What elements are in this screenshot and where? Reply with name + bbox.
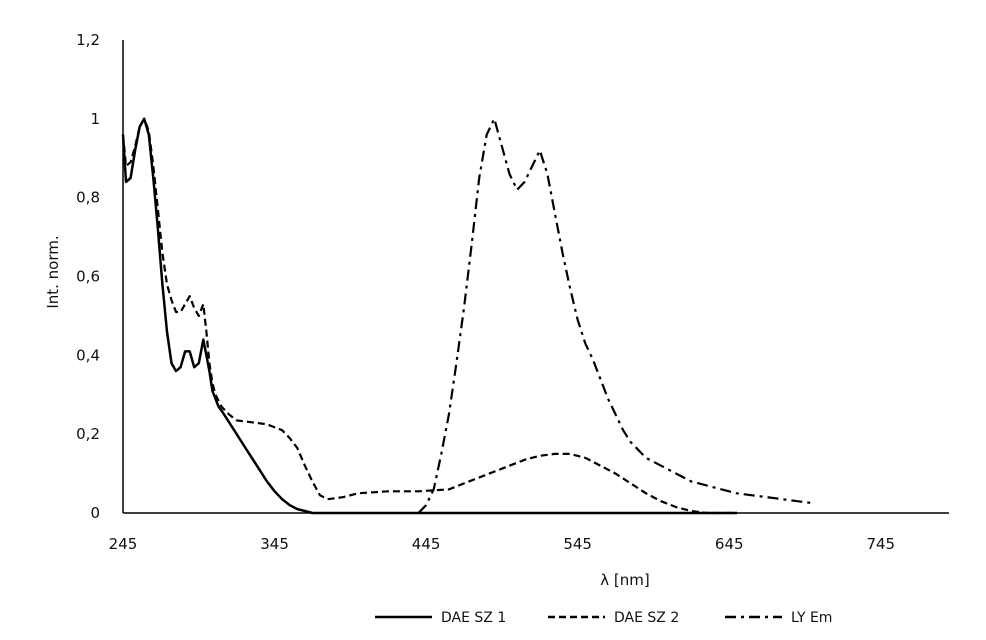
x-axis-title: λ [nm]	[600, 571, 649, 589]
series-line-ly-em	[417, 117, 813, 514]
x-tick-label: 545	[563, 535, 592, 553]
y-tick-label: 1,2	[76, 31, 100, 49]
legend-item-dae-sz-1: DAE SZ 1	[375, 610, 506, 626]
y-axis-title: Int. norm.	[44, 235, 62, 308]
x-tick-label: 245	[109, 535, 138, 553]
series-lines	[121, 117, 813, 515]
y-tick-label: 0,6	[76, 268, 100, 286]
legend-label-dae-sz-1: DAE SZ 1	[441, 610, 506, 626]
series-line-dae-sz-2	[121, 117, 737, 515]
legend: DAE SZ 1 DAE SZ 2 LY Em	[375, 610, 832, 626]
legend-label-ly-em: LY Em	[791, 610, 832, 626]
x-tick-label: 345	[260, 535, 289, 553]
legend-item-dae-sz-2: DAE SZ 2	[548, 610, 679, 626]
x-tick-label: 745	[866, 535, 895, 553]
x-tick-label: 445	[412, 535, 441, 553]
y-tick-labels: 0 0,2 0,4 0,6 0,8 1 1,2	[76, 31, 100, 522]
legend-label-dae-sz-2: DAE SZ 2	[614, 610, 679, 626]
y-tick-label: 1	[90, 110, 100, 128]
y-tick-label: 0,8	[76, 189, 100, 207]
legend-item-ly-em: LY Em	[725, 610, 832, 626]
axes	[122, 40, 949, 514]
x-tick-labels: 245 345 445 545 645 745	[109, 535, 895, 553]
y-tick-label: 0,4	[76, 346, 100, 364]
series-line-dae-sz-1	[121, 117, 737, 515]
y-tick-label: 0,2	[76, 425, 100, 443]
y-tick-label: 0	[90, 504, 100, 522]
x-tick-label: 645	[715, 535, 744, 553]
